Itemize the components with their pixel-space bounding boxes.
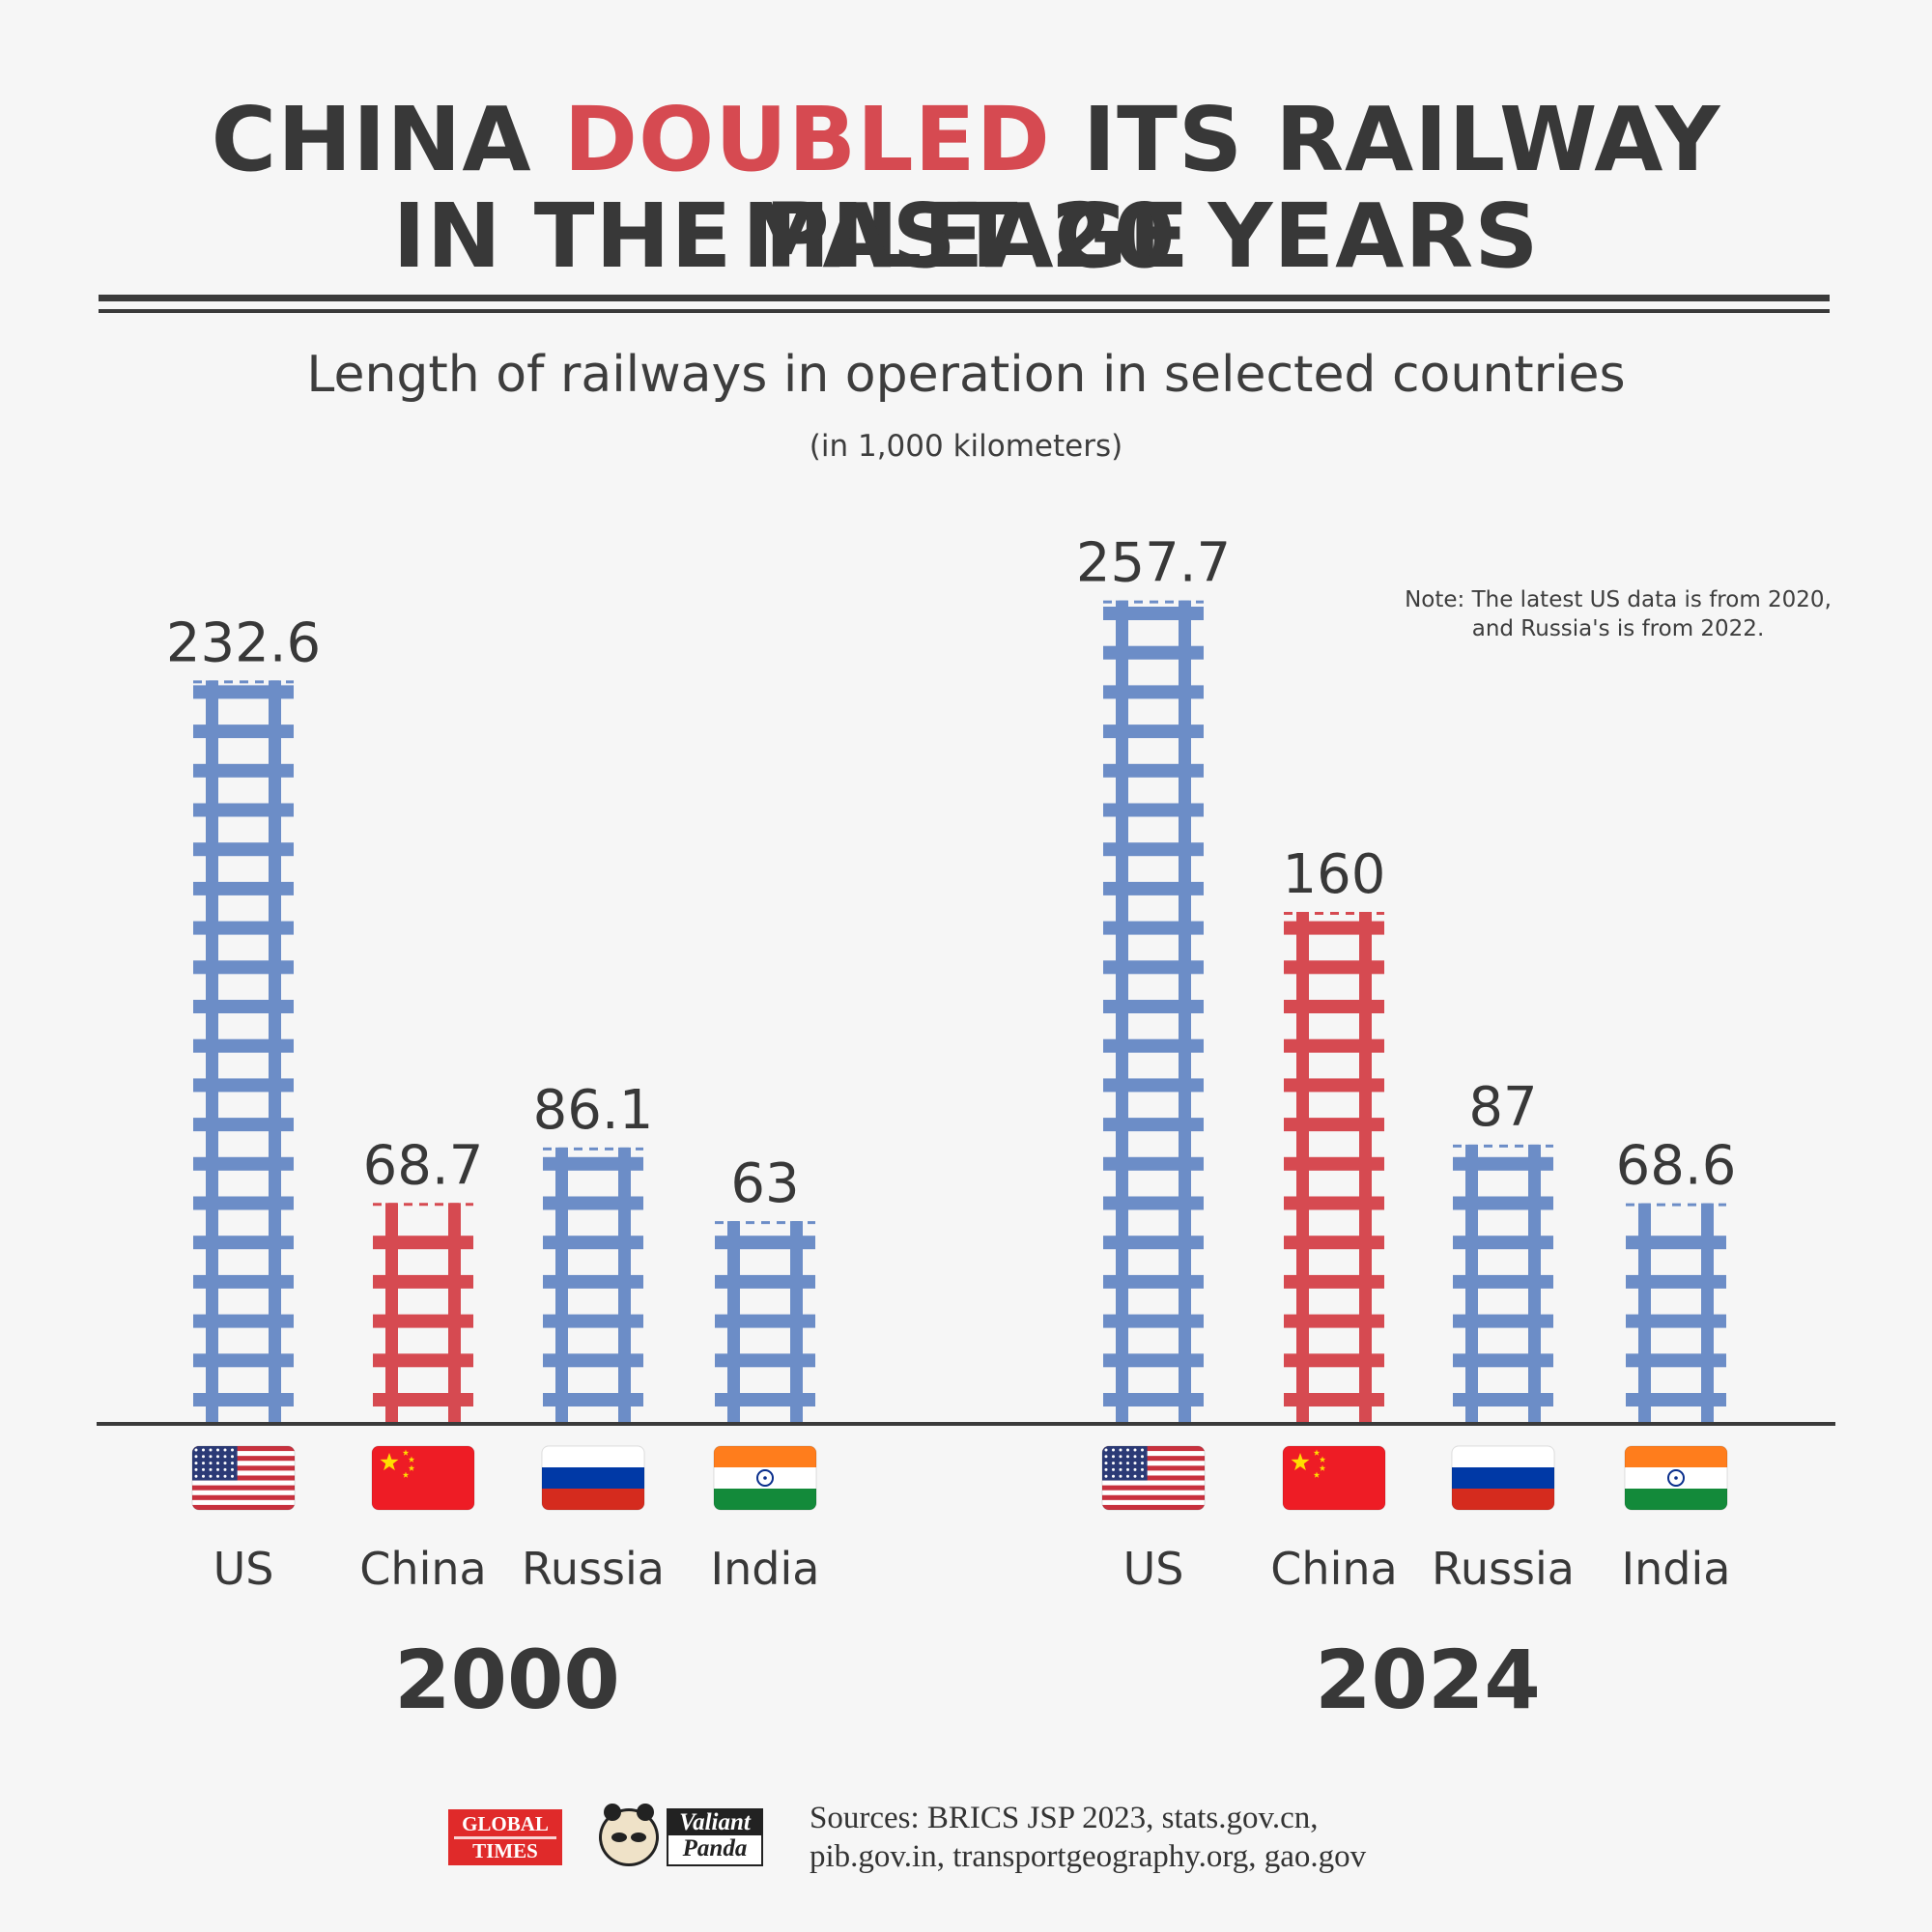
logo-vp-line-2: Panda bbox=[682, 1835, 748, 1861]
bar-india-2000 bbox=[715, 1221, 815, 1422]
title-rule-thin bbox=[99, 309, 1830, 313]
value-label: 63 bbox=[730, 1152, 799, 1215]
china-flag-icon bbox=[371, 1445, 475, 1511]
rail-left bbox=[1638, 1203, 1651, 1422]
bar-russia-2024 bbox=[1453, 1144, 1553, 1422]
china-flag-icon bbox=[1282, 1445, 1386, 1511]
value-label: 86.1 bbox=[533, 1079, 654, 1142]
rail-left bbox=[385, 1203, 398, 1422]
note-line-2: and Russia's is from 2022. bbox=[1471, 616, 1765, 641]
value-label: 232.6 bbox=[166, 611, 321, 674]
year-label-2024: 2024 bbox=[1315, 1633, 1541, 1727]
value-label: 87 bbox=[1468, 1076, 1537, 1139]
title-rule-thick bbox=[99, 295, 1830, 301]
country-label: US bbox=[1123, 1543, 1184, 1595]
india-flag-icon bbox=[1624, 1445, 1728, 1511]
bar-russia-2000 bbox=[543, 1147, 643, 1422]
sources-line-2: pib.gov.in, transportgeography.org, gao.… bbox=[810, 1839, 1367, 1874]
russia-flag-icon bbox=[1451, 1445, 1555, 1511]
rail-right bbox=[790, 1221, 803, 1422]
title-part-2: ITS RAILWAY MILEAGE bbox=[742, 88, 1721, 288]
chart-title: Length of railways in operation in selec… bbox=[306, 346, 1626, 404]
value-label: 68.6 bbox=[1616, 1135, 1737, 1198]
title-part-1: CHINA bbox=[211, 88, 564, 191]
bar-china-2000 bbox=[373, 1203, 473, 1422]
rail-right bbox=[269, 680, 281, 1422]
rail-left bbox=[1116, 600, 1128, 1422]
rail-left bbox=[727, 1221, 740, 1422]
value-label: 257.7 bbox=[1076, 532, 1231, 595]
russia-flag-icon bbox=[541, 1445, 645, 1511]
panda-icon bbox=[599, 1804, 659, 1866]
rail-left bbox=[1465, 1144, 1478, 1422]
valiant-panda-logo: Valiant Panda bbox=[595, 1804, 769, 1870]
rail-right bbox=[1359, 912, 1372, 1422]
global-times-logo: GLOBAL TIMES bbox=[448, 1809, 562, 1865]
bar-india-2024 bbox=[1626, 1203, 1726, 1422]
rail-right bbox=[1701, 1203, 1714, 1422]
year-label-2000: 2000 bbox=[394, 1633, 620, 1727]
rail-left bbox=[1296, 912, 1309, 1422]
country-label: Russia bbox=[1432, 1543, 1575, 1595]
bar-us-2000 bbox=[193, 680, 294, 1422]
country-label: India bbox=[1622, 1543, 1731, 1595]
title-line-2: IN THE PAST 20 YEARS bbox=[392, 185, 1540, 288]
country-label: US bbox=[213, 1543, 274, 1595]
sources: Sources: BRICS JSP 2023, stats.gov.cn, p… bbox=[810, 1799, 1872, 1876]
india-flag-icon bbox=[713, 1445, 817, 1511]
value-label: 160 bbox=[1283, 843, 1386, 906]
bar-us-2024 bbox=[1103, 600, 1204, 1422]
rail-left bbox=[206, 680, 218, 1422]
title-highlight: DOUBLED bbox=[563, 88, 1051, 191]
country-label: Russia bbox=[522, 1543, 665, 1595]
rail-right bbox=[1179, 600, 1191, 1422]
note-line-1: Note: The latest US data is from 2020, bbox=[1405, 587, 1832, 612]
sources-line-1: Sources: BRICS JSP 2023, stats.gov.cn, bbox=[810, 1801, 1319, 1835]
value-label: 68.7 bbox=[363, 1134, 484, 1197]
country-label: China bbox=[1270, 1543, 1397, 1595]
us-flag-icon bbox=[191, 1445, 296, 1511]
us-flag-icon bbox=[1101, 1445, 1206, 1511]
logo-vp-line-1: Valiant bbox=[668, 1810, 761, 1835]
country-label: China bbox=[359, 1543, 486, 1595]
rail-right bbox=[448, 1203, 461, 1422]
title-line-1: CHINA DOUBLED ITS RAILWAY MILEAGE bbox=[0, 92, 1932, 285]
country-label: India bbox=[711, 1543, 820, 1595]
bar-china-2024 bbox=[1284, 912, 1384, 1422]
logo-gt-line-1: GLOBAL bbox=[462, 1812, 549, 1835]
logo-vp-text: Valiant Panda bbox=[667, 1808, 763, 1866]
rail-right bbox=[1528, 1144, 1541, 1422]
rail-left bbox=[555, 1147, 568, 1422]
chart-baseline bbox=[97, 1422, 1835, 1426]
logo-gt-line-2: TIMES bbox=[472, 1839, 538, 1862]
rail-right bbox=[618, 1147, 631, 1422]
chart-unit: (in 1,000 kilometers) bbox=[809, 429, 1123, 464]
chart-note: Note: The latest US data is from 2020, a… bbox=[1391, 585, 1845, 643]
